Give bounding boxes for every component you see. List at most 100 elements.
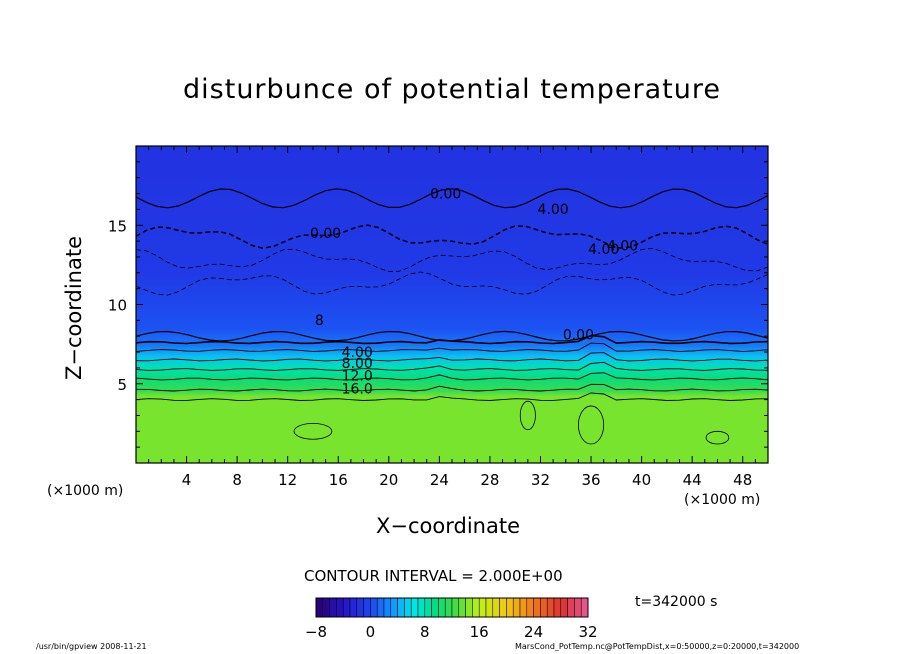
colorbar-cell — [540, 597, 548, 618]
y-axis-label: Z−coordinate — [62, 236, 86, 380]
colorbar-cell — [465, 597, 473, 618]
contour-label: 12.0 — [342, 369, 373, 385]
colorbar-tick-label: 24 — [524, 623, 543, 641]
colorbar-cell — [417, 597, 426, 618]
colorbar-cell — [363, 597, 371, 618]
colorbar-tick-label: 16 — [470, 623, 489, 641]
y-tick-label: 10 — [108, 297, 127, 315]
x-unit-label-left: (×1000 m) — [47, 483, 124, 499]
contour-lines: 0.004.000.004.004.0080.004.008.0012.016.… — [135, 186, 769, 445]
contour-interval-text: CONTOUR INTERVAL = 2.000E+00 — [304, 567, 563, 585]
x-tick-label: 36 — [581, 471, 600, 489]
colorbar-cell — [342, 597, 351, 618]
potential-temperature-field — [136, 146, 768, 463]
colorbar-cell — [533, 597, 541, 618]
contour-closed — [293, 422, 333, 440]
contour-line-negative — [135, 271, 769, 296]
contour-label: 4.00 — [588, 242, 619, 258]
x-tick-label: 32 — [531, 471, 550, 489]
x-tick-label: 8 — [232, 471, 242, 489]
colorbar-cell — [376, 597, 385, 618]
colorbar-cell — [560, 597, 568, 618]
contour-line-zero — [135, 330, 769, 342]
footer-command: /usr/bin/gpview 2008-11-21 — [36, 642, 147, 651]
colorbar-cell — [444, 597, 453, 618]
colorbar-cell — [404, 597, 412, 618]
colorbar-cell — [580, 597, 589, 618]
x-tick-label: 40 — [632, 471, 651, 489]
colorbar-cell — [322, 597, 330, 618]
contour-closed — [519, 400, 536, 431]
contour-label: 4.00 — [538, 202, 569, 218]
contour-label: 8.00 — [342, 356, 373, 372]
time-stamp: t=342000 s — [635, 594, 718, 610]
colorbar-cell — [567, 597, 575, 618]
x-axis-label: X−coordinate — [376, 514, 520, 538]
colorbar-tick-label: −8 — [305, 623, 327, 641]
contour-label: 8 — [315, 313, 324, 329]
y-tick-label: 15 — [108, 217, 127, 235]
contour-closed — [705, 430, 730, 445]
colorbar-cell — [472, 597, 480, 618]
contour-line — [135, 342, 769, 352]
contour-line — [135, 372, 769, 381]
colorbar-cell — [519, 597, 528, 618]
colorbar-cell — [336, 597, 344, 618]
y-tick-label: 5 — [117, 376, 127, 394]
colorbar-cell — [438, 597, 446, 618]
x-tick-label: 28 — [480, 471, 499, 489]
contour-line — [135, 361, 769, 371]
contour-line-negative — [135, 248, 769, 272]
colorbar: −8 0 8 16 24 32 — [305, 597, 598, 641]
colorbar-cell — [492, 597, 500, 618]
colorbar-cell — [370, 597, 378, 618]
colorbar-cell — [397, 597, 405, 618]
contour-label: 0.00 — [563, 327, 594, 343]
contour-closed — [577, 405, 605, 445]
colorbar-cell — [506, 597, 514, 618]
contour-line — [135, 383, 769, 392]
x-unit-label-right: (×1000 m) — [684, 492, 761, 508]
contour-line — [135, 352, 769, 362]
colorbar-cell — [499, 597, 507, 618]
footer-source: MarsCond_PotTemp.nc@PotTempDist,x=0:5000… — [515, 642, 800, 651]
colorbar-cell — [356, 597, 364, 618]
x-tick-label: 20 — [379, 471, 398, 489]
x-tick-label: 4 — [182, 471, 192, 489]
x-tick-label: 48 — [733, 471, 752, 489]
x-tick-label: 24 — [430, 471, 449, 489]
colorbar-tick-label: 32 — [578, 623, 597, 641]
contour-label: 16.0 — [342, 381, 373, 397]
contour-label: 4.00 — [342, 345, 373, 361]
contour-line-zero — [135, 188, 769, 209]
contour-label: 4.00 — [607, 239, 638, 255]
x-axis: 4 8 12 16 20 24 28 32 36 40 44 48 — [148, 146, 756, 489]
colorbar-cell — [546, 597, 555, 618]
contour-label: 0.00 — [310, 226, 341, 242]
colorbar-cell — [383, 597, 392, 618]
colorbar-cell — [574, 597, 582, 618]
plot-area — [135, 145, 769, 464]
contour-line-negative — [135, 224, 769, 249]
colorbar-cell — [315, 597, 324, 618]
x-tick-label: 16 — [329, 471, 348, 489]
colorbar-cell — [329, 597, 337, 618]
contour-line — [135, 392, 769, 401]
colorbar-cell — [349, 597, 358, 618]
colorbar-cell — [478, 597, 487, 618]
colorbar-cell — [410, 597, 419, 618]
colorbar-cell — [431, 597, 439, 618]
colorbar-cell — [553, 597, 562, 618]
colorbar-cell — [512, 597, 521, 618]
x-tick-label: 44 — [683, 471, 702, 489]
colorbar-frame — [315, 597, 589, 618]
colorbar-cell — [458, 597, 466, 618]
colorbar-tick-label: 8 — [420, 623, 430, 641]
colorbar-cell — [390, 597, 398, 618]
colorbar-cell — [424, 597, 432, 618]
y-axis: 5 10 15 — [108, 161, 768, 448]
colorbar-cell — [451, 597, 460, 618]
chart-title: disturbunce of potential temperature — [183, 74, 721, 105]
x-tick-label: 12 — [278, 471, 297, 489]
